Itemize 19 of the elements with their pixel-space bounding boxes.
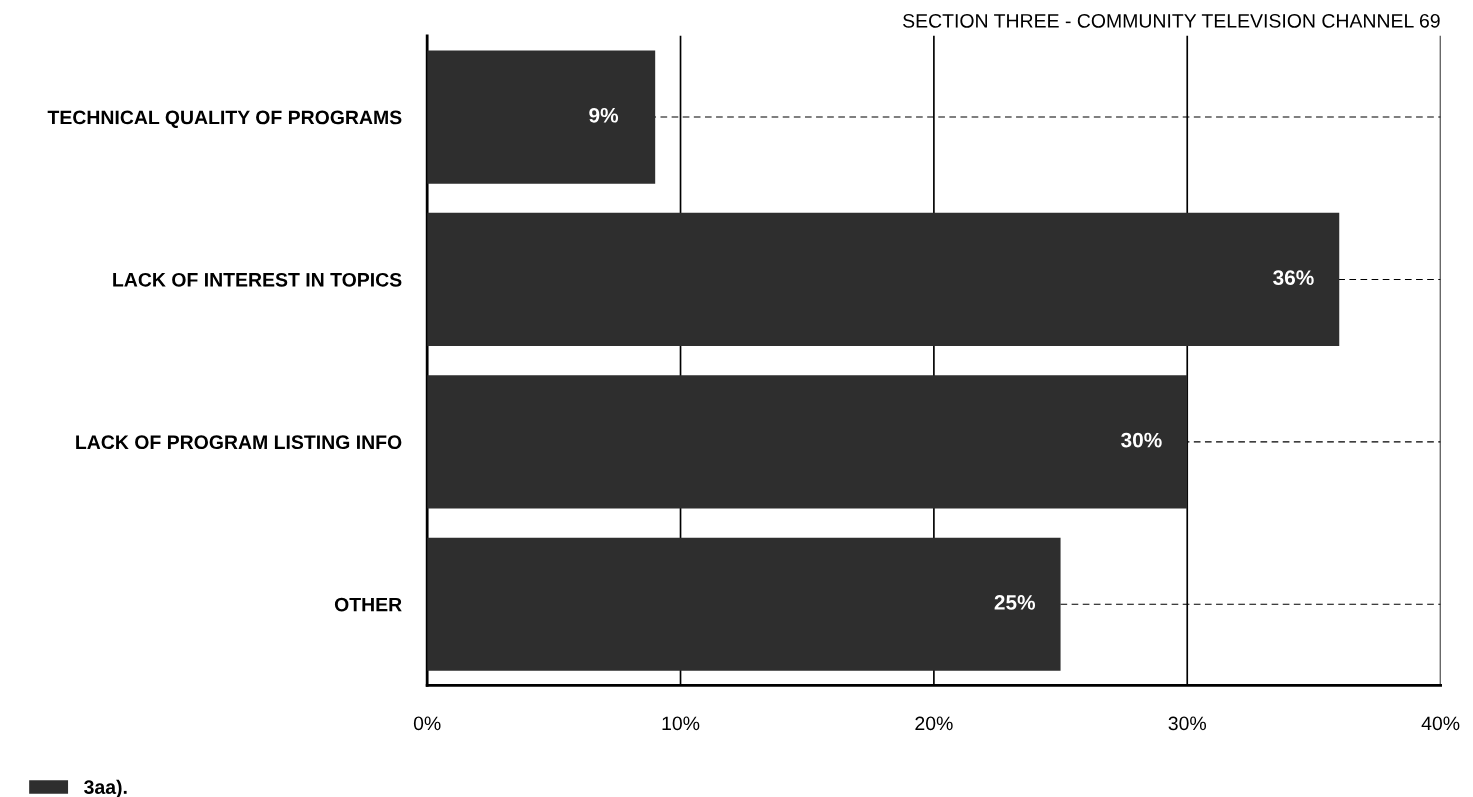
- x-tick-label: 20%: [915, 716, 953, 731]
- data-label: 25%: [994, 595, 1036, 610]
- y-tick-label: OTHER: [334, 597, 402, 612]
- data-label: 30%: [1121, 432, 1162, 448]
- x-tick-label: 10%: [662, 716, 700, 731]
- x-tick-label: 30%: [1168, 716, 1207, 731]
- y-tick-label: LACK OF INTEREST IN TOPICS: [113, 272, 402, 287]
- bar: [427, 375, 1188, 509]
- y-tick-label: LACK OF PROGRAM LISTING INFO: [76, 435, 402, 450]
- bar: [427, 537, 1061, 671]
- x-tick-label: 40%: [1421, 716, 1460, 731]
- data-label: 36%: [1273, 270, 1314, 286]
- legend-label: 3aa).: [84, 779, 127, 797]
- bar: [427, 50, 656, 184]
- bar: [427, 212, 1340, 347]
- y-tick-label: TECHNICAL QUALITY OF PROGRAMS: [47, 110, 402, 128]
- chart-title: SECTION THREE - COMMUNITY TELEVISION CHANNEL 69: [903, 13, 1440, 28]
- data-label: 9%: [589, 107, 619, 123]
- x-tick-label: 0%: [413, 716, 441, 731]
